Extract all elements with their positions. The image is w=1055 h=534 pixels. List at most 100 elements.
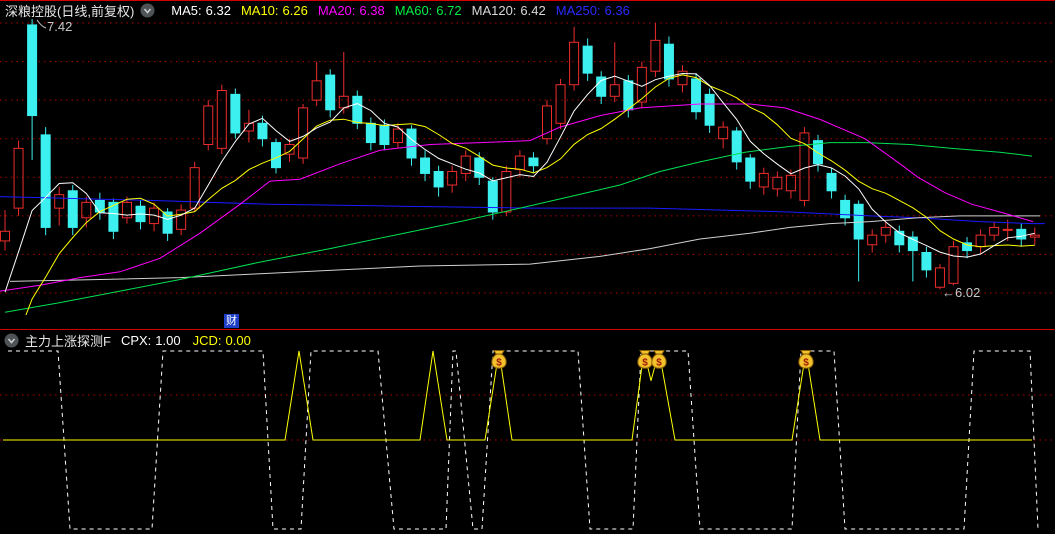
candle-down xyxy=(745,157,756,182)
candle-down xyxy=(840,199,851,219)
ma120-line xyxy=(9,215,1040,282)
ma250-line xyxy=(0,196,1045,225)
candle-down xyxy=(691,78,702,113)
jcd-line xyxy=(3,350,1032,441)
candle-down xyxy=(365,122,376,144)
candle-down xyxy=(406,128,417,159)
money-bag-icon: $ xyxy=(491,350,507,369)
candle-up xyxy=(284,144,295,155)
indicator-title: 主力上涨探测F xyxy=(25,333,111,349)
candle-up xyxy=(203,105,214,146)
ma60-line xyxy=(4,142,1033,313)
money-bag-icon: $ xyxy=(798,350,814,369)
candles xyxy=(0,19,1040,290)
candle-down xyxy=(271,142,281,169)
candle-up xyxy=(514,155,525,171)
candle-down xyxy=(894,230,905,246)
ma250-indicator: MA250: 6.36 xyxy=(555,2,630,18)
ma10-indicator: MA10: 6.26 xyxy=(240,2,308,18)
stock-title: 深粮控股(日线,前复权) xyxy=(5,3,135,19)
chevron-down-icon[interactable] xyxy=(4,333,19,348)
candle-down xyxy=(108,201,119,232)
candle-down xyxy=(230,93,241,134)
candle-up xyxy=(13,147,24,209)
candle-down xyxy=(352,95,363,124)
ma5-line xyxy=(4,72,1035,293)
candle-up xyxy=(298,107,309,159)
annotation-leader xyxy=(36,19,47,29)
candle-up xyxy=(772,176,783,190)
candle-down xyxy=(528,157,539,167)
candle-up xyxy=(338,95,349,109)
candle-up xyxy=(501,171,512,213)
candle-down xyxy=(420,157,431,174)
candle-down xyxy=(663,43,674,80)
candle-up xyxy=(121,201,132,219)
candle-up xyxy=(447,171,458,186)
financial-report-marker[interactable]: 财 xyxy=(224,314,239,328)
candle-up xyxy=(149,207,160,225)
candle-down xyxy=(907,236,918,252)
svg-text:$: $ xyxy=(656,358,662,369)
candle-up xyxy=(569,41,580,86)
candle-down xyxy=(704,93,715,126)
candle-up xyxy=(989,226,1000,236)
panel-separator xyxy=(0,329,1055,330)
indicator-chart[interactable]: $ $ $ $ xyxy=(0,330,1055,534)
price-plot xyxy=(0,19,1045,315)
candle-up xyxy=(609,84,620,97)
candle-down xyxy=(813,140,823,165)
ma120-indicator: MA120: 6.42 xyxy=(471,2,546,18)
candle-down xyxy=(1016,228,1027,240)
candle-up xyxy=(799,132,810,201)
svg-text:$: $ xyxy=(803,358,809,369)
candle-down xyxy=(962,242,973,252)
ma20-indicator: MA20: 6.38 xyxy=(317,2,385,18)
candlestick-chart[interactable]: 7.42 ←6.02 xyxy=(0,0,1055,330)
candle-down xyxy=(623,80,634,111)
chevron-down-icon[interactable] xyxy=(140,3,155,18)
money-bag-icon: $ xyxy=(651,350,667,369)
price-annotation: ←6.02 xyxy=(942,285,980,300)
jcd-field: JCD: 0.00 xyxy=(192,332,251,348)
indicator-header: 主力上涨探测F CPX: 1.00 JCD: 0.00 xyxy=(4,332,263,349)
candle-up xyxy=(758,172,769,188)
ma5-indicator: MA5: 6.32 xyxy=(171,2,231,18)
svg-text:$: $ xyxy=(496,358,502,369)
candle-up xyxy=(392,128,403,144)
candle-up xyxy=(216,90,227,149)
candle-down xyxy=(162,211,173,234)
candle-up xyxy=(81,201,92,219)
candle-down xyxy=(582,45,593,74)
candle-down xyxy=(325,74,336,111)
top-red-border xyxy=(0,0,1055,1)
candle-up xyxy=(542,105,552,140)
candle-up xyxy=(1029,234,1040,238)
candle-up xyxy=(1002,228,1013,231)
candle-up xyxy=(677,70,688,86)
candle-up xyxy=(243,122,254,132)
candle-down xyxy=(257,122,268,140)
cpx-field: CPX: 1.00 xyxy=(120,332,181,348)
candle-up xyxy=(785,174,796,192)
svg-text:$: $ xyxy=(642,358,648,369)
main-chart-header: 深粮控股(日线,前复权) MA5: 6.32 MA10: 6.26 MA20: 6.3… xyxy=(5,2,630,19)
candle-down xyxy=(27,24,38,117)
candle-up xyxy=(311,80,322,101)
candle-up xyxy=(975,234,986,248)
price-annotation: 7.42 xyxy=(47,19,72,34)
candle-up xyxy=(880,226,891,236)
candle-up xyxy=(176,209,187,230)
candle-down xyxy=(433,171,444,188)
candle-down xyxy=(596,76,607,97)
candle-up xyxy=(867,234,878,246)
candle-down xyxy=(67,190,78,228)
candle-up xyxy=(0,230,10,242)
ma20-line xyxy=(0,103,1034,292)
candle-up xyxy=(934,267,945,288)
ma10-line xyxy=(25,74,1035,315)
candle-up xyxy=(718,126,729,140)
candle-down xyxy=(379,124,390,146)
candle-down xyxy=(921,252,932,271)
